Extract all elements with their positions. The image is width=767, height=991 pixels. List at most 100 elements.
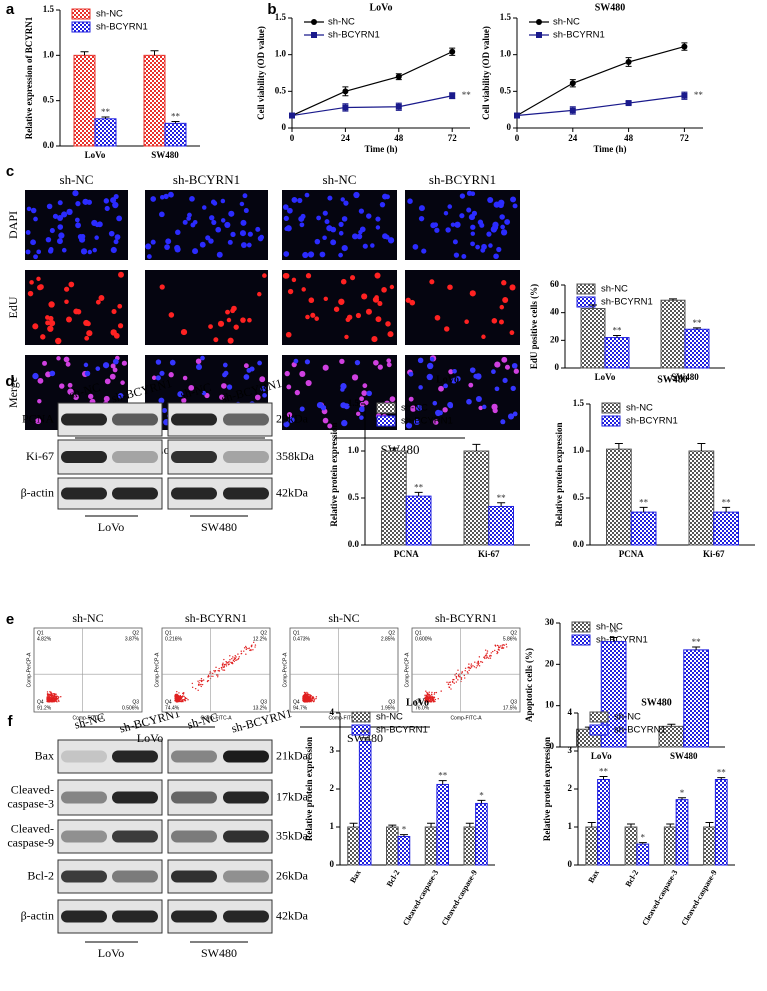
cell-nucleus [114,234,121,240]
bar [73,54,96,147]
cell-nucleus [243,208,249,214]
flow-y-label: Comp-PerCP-A [26,652,32,687]
cell-nucleus [75,309,82,315]
cell-nucleus [387,331,394,338]
event-dot [307,692,309,695]
event-dot [304,691,306,694]
legend-label: sh-BCYRN1 [596,635,648,646]
cell-nucleus [104,205,110,212]
y-tick-label: 0 [550,741,555,751]
cell-nucleus [500,229,508,236]
legend-swatch [71,21,91,33]
cell-nucleus [49,370,56,377]
y-tick-label: 0.5 [348,492,360,502]
event-dot [178,698,181,700]
cell-nucleus [220,198,226,204]
cell-nucleus [366,390,372,397]
event-dot [481,661,484,663]
cell-nucleus [226,317,232,323]
blot-band [112,870,158,883]
x-tick-label: 48 [624,133,634,143]
event-dot [223,665,225,667]
cell-nucleus [500,224,506,230]
y-tick-label: 40 [550,307,560,317]
event-dot [502,647,504,650]
event-dot [313,698,316,700]
cell-nucleus [66,208,73,216]
event-dot [501,644,504,646]
cell-nucleus [205,235,211,241]
event-dot [254,644,257,646]
event-dot [175,695,178,697]
cell-nucleus [359,396,364,402]
event-dot [492,650,494,653]
cell-nucleus [362,243,368,249]
blot-band [223,451,269,463]
blot-band [171,413,217,426]
cell-nucleus [25,249,31,255]
event-dot [427,701,429,703]
cell-nucleus [435,409,442,417]
event-dot [46,697,49,699]
event-dot [440,690,442,692]
series-line [291,95,453,117]
event-dot [191,686,194,689]
cell-nucleus [371,336,378,343]
cell-nucleus [405,422,413,429]
blot-band [61,487,107,500]
cell-nucleus [418,215,425,222]
cell-nucleus [262,393,267,398]
event-dot [50,697,52,699]
event-dot [309,694,312,696]
size-label: 17kDa [276,789,309,803]
event-dot [55,693,57,695]
event-dot [51,698,54,700]
cell-nucleus [240,242,247,248]
x-tick-label: Cleaved-caspase-9 [680,868,719,927]
column-header: sh-NC [323,172,357,187]
y-tick-label: 1.5 [43,4,55,14]
quadrant-label: Q3 [388,699,395,705]
group-label: SW480 [201,520,237,534]
cell-nucleus [159,370,165,376]
cell-nucleus [504,219,511,225]
cell-nucleus [182,375,188,381]
blot-band [112,830,158,843]
cell-nucleus [351,374,359,381]
event-dot [486,650,489,652]
cell-nucleus [56,238,63,245]
event-dot [245,647,248,649]
cell-nucleus [121,360,128,366]
event-dot [231,657,233,660]
event-dot [305,698,307,700]
cell-nucleus [429,356,435,362]
event-dot [183,695,185,698]
legend-swatch [589,711,609,723]
event-dot [464,677,466,679]
cell-nucleus [118,271,124,278]
event-dot [437,698,439,700]
x-tick-label: Bax [586,868,600,884]
cell-nucleus [478,405,483,411]
cell-nucleus [293,358,299,364]
event-dot [232,656,234,658]
cell-nucleus [174,246,181,253]
cell-nucleus [416,404,423,411]
significance: ** [609,628,619,638]
cell-nucleus [82,198,89,205]
cell-nucleus [61,211,68,218]
y-tick-label: 1.5 [500,12,512,22]
point [449,92,456,99]
event-dot [309,698,312,701]
event-dot [186,697,188,700]
point [342,104,349,111]
cell-nucleus [487,197,494,204]
blot-band [112,791,158,804]
legend-swatch [601,415,621,427]
x-axis-label: Time (h) [593,144,626,154]
cell-nucleus [405,297,411,303]
event-dot [225,660,227,663]
event-dot [464,667,467,669]
